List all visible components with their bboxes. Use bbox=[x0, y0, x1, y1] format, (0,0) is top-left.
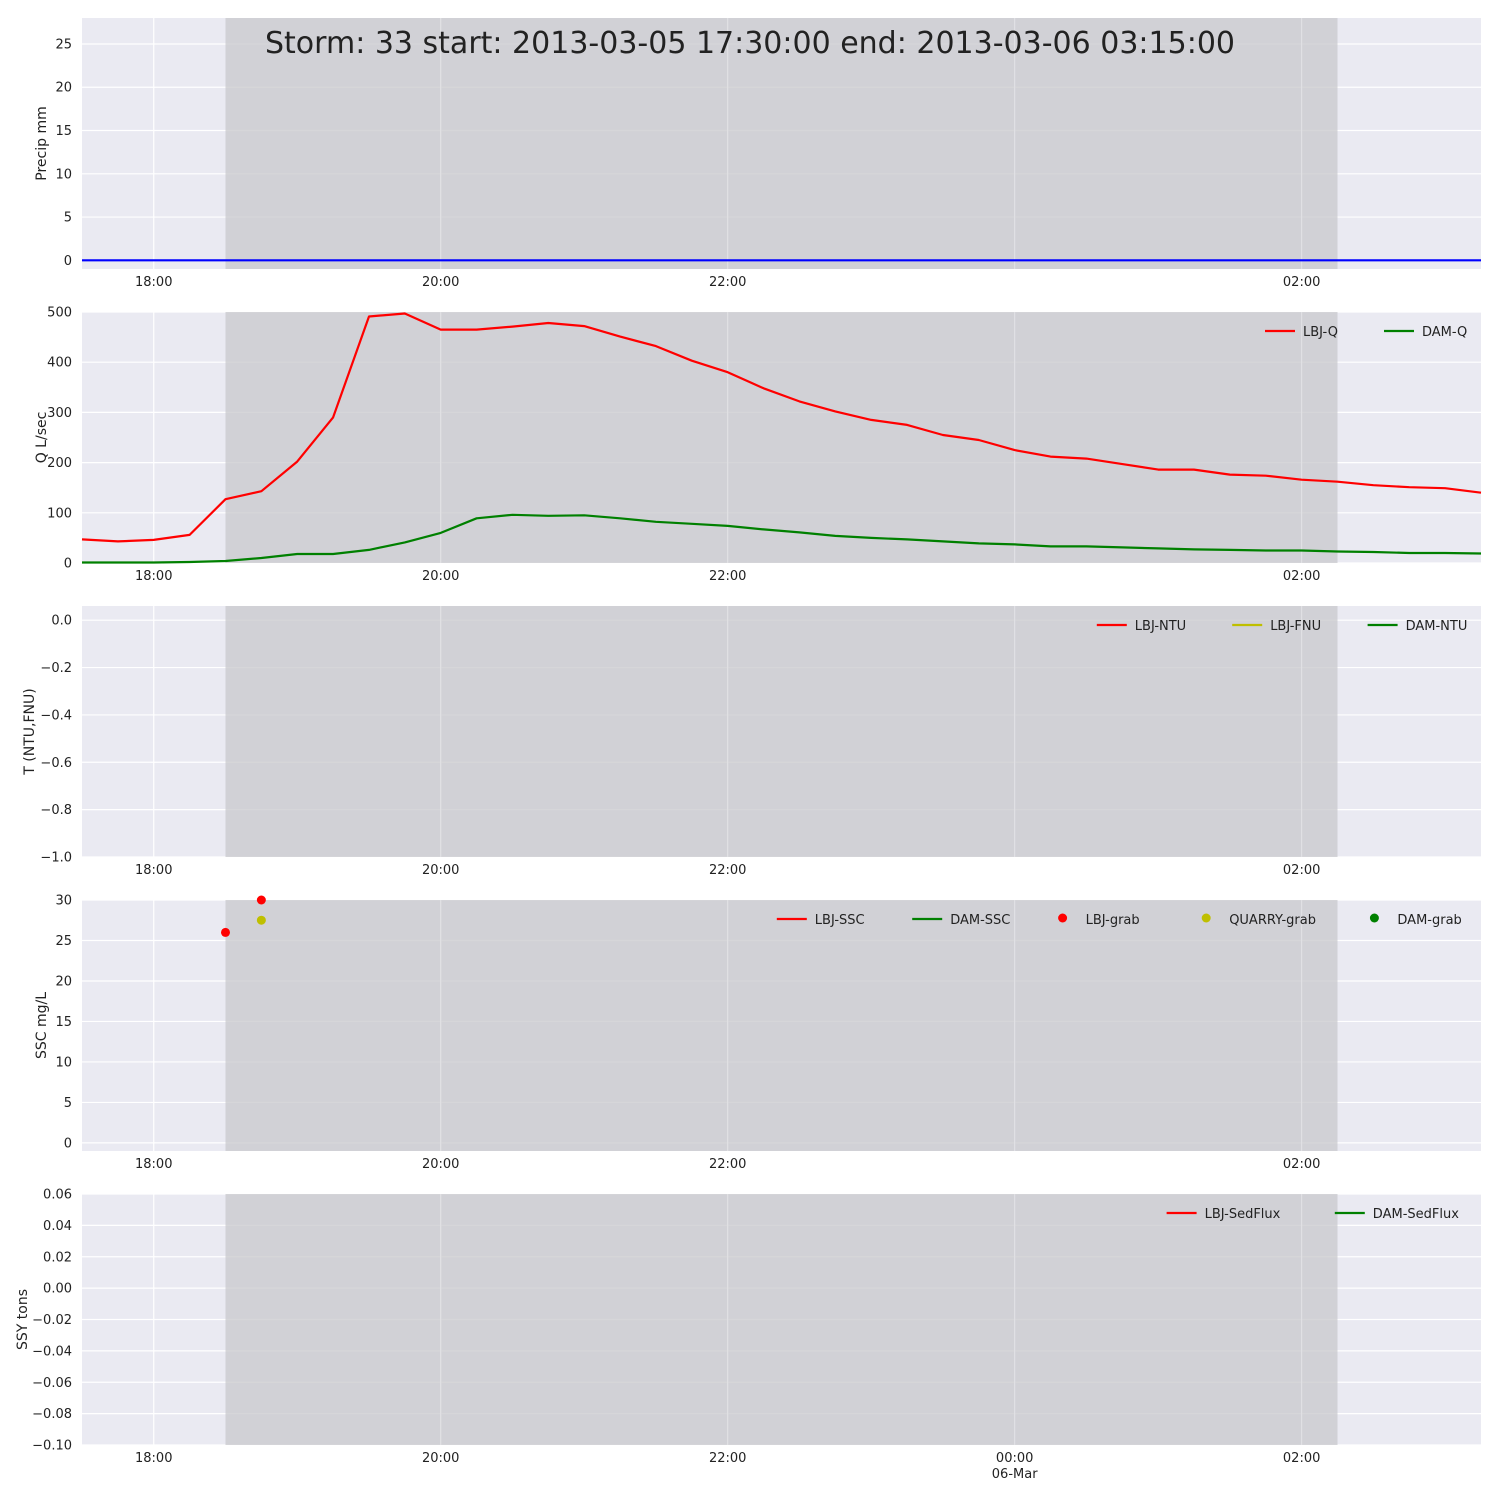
data-point-QUARRY-grab bbox=[256, 915, 266, 925]
y-tick-label: 0.0 bbox=[51, 614, 72, 629]
y-tick-label: −0.10 bbox=[32, 1439, 72, 1454]
legend-label: DAM-SSC bbox=[950, 913, 1010, 928]
x-tick-label: 18:00 bbox=[135, 863, 172, 878]
storm-window-shade bbox=[225, 606, 1338, 857]
y-tick-label: 25 bbox=[55, 934, 72, 949]
x-tick-label: 18:00 bbox=[135, 1157, 172, 1172]
panel-1: 0 5 10 15 20 25 18:00 20:00 22:00 02:00 Precip mm bbox=[34, 18, 1481, 290]
y-tick-label: −0.8 bbox=[40, 803, 72, 818]
panel-2: 0 100 200 300 400 500 18:00 20:00 22:00 02:00 Q L/… bbox=[34, 306, 1482, 584]
y-tick-label: 25 bbox=[55, 37, 72, 52]
legend: LBJ-SSC DAM-SSC LBJ-grab QUARRY-grab DAM-gra… bbox=[776, 913, 1462, 928]
y-tick-label: 0.04 bbox=[43, 1219, 72, 1234]
y-tick-label: 400 bbox=[47, 356, 72, 371]
y-tick-label: −0.06 bbox=[32, 1376, 72, 1391]
x-tick-label: 18:00 bbox=[135, 275, 172, 290]
legend-label: LBJ-SSC bbox=[815, 913, 865, 928]
y-tick-label: 20 bbox=[55, 974, 72, 989]
legend-label: DAM-grab bbox=[1397, 913, 1461, 928]
data-point-LBJ-grab bbox=[256, 895, 266, 905]
y-axis-label: Q L/sec bbox=[34, 412, 50, 464]
legend-label: DAM-Q bbox=[1422, 325, 1467, 340]
x-tick-label: 02:00 bbox=[1283, 1157, 1320, 1172]
y-tick-label: 0 bbox=[64, 557, 72, 572]
x-tick-label: 02:00 bbox=[1283, 569, 1320, 584]
legend-marker bbox=[1058, 913, 1068, 923]
y-tick-label: −0.4 bbox=[40, 708, 72, 723]
x-tick-label: 20:00 bbox=[422, 1157, 459, 1172]
legend: LBJ-NTU LBJ-FNU DAM-NTU bbox=[1096, 619, 1468, 634]
legend-label: DAM-SedFlux bbox=[1373, 1207, 1459, 1222]
y-tick-label: 0 bbox=[64, 254, 72, 269]
y-tick-label: 200 bbox=[47, 456, 72, 471]
y-tick-label: 100 bbox=[47, 506, 72, 521]
y-tick-label: −0.6 bbox=[40, 756, 72, 771]
y-tick-label: −0.02 bbox=[32, 1313, 72, 1328]
y-tick-label: 10 bbox=[55, 167, 72, 182]
panel-3: −1.0 −0.8 −0.6 −0.4 −0.2 0.0 18:00 20:00 22:00 02… bbox=[22, 606, 1481, 878]
y-tick-label: 0.00 bbox=[43, 1282, 72, 1297]
storm-window-shade bbox=[225, 18, 1338, 269]
x-tick-label: 18:00 bbox=[135, 1451, 172, 1466]
y-tick-label: −0.04 bbox=[32, 1344, 72, 1359]
legend: LBJ-SedFlux DAM-SedFlux bbox=[1166, 1207, 1459, 1222]
legend-marker bbox=[1201, 913, 1211, 923]
x-tick-label: 02:00 bbox=[1283, 1451, 1320, 1466]
x-tick-label: 22:00 bbox=[709, 1157, 746, 1172]
legend-label: LBJ-Q bbox=[1303, 325, 1338, 340]
x-tick-label: 20:00 bbox=[422, 863, 459, 878]
x-tick-label: 20:00 bbox=[422, 275, 459, 290]
y-tick-label: 5 bbox=[64, 1096, 72, 1111]
legend-label: LBJ-FNU bbox=[1270, 619, 1321, 634]
y-axis-label: T (NTU,FNU) bbox=[22, 688, 38, 775]
panel-5: −0.10 −0.08 −0.06 −0.04 −0.02 0.00 0.02 0.04 0.0… bbox=[15, 1188, 1481, 1482]
y-tick-label: 20 bbox=[55, 81, 72, 96]
legend: LBJ-Q DAM-Q bbox=[1265, 325, 1467, 340]
y-tick-label: 15 bbox=[55, 1015, 72, 1030]
y-tick-label: 10 bbox=[55, 1055, 72, 1070]
x-tick-label: 22:00 bbox=[709, 863, 746, 878]
y-tick-label: 15 bbox=[55, 124, 72, 139]
y-tick-label: 0 bbox=[64, 1136, 72, 1151]
y-tick-label: −1.0 bbox=[40, 851, 72, 866]
panel-4: 0 5 10 15 20 25 30 18:00 20:00 22:00 02:00 SSC mg/L… bbox=[34, 894, 1481, 1172]
legend-label: LBJ-grab bbox=[1086, 913, 1140, 928]
x-tick-sublabel: 06-Mar bbox=[992, 1467, 1038, 1482]
y-tick-label: 0.02 bbox=[43, 1250, 72, 1265]
x-tick-label: 00:00 bbox=[996, 1451, 1033, 1466]
legend-label: QUARRY-grab bbox=[1229, 913, 1316, 928]
y-axis-label: SSY tons bbox=[15, 1289, 31, 1350]
figure-title: Storm: 33 start: 2013-03-05 17:30:00 end… bbox=[265, 26, 1235, 61]
storm-window-shade bbox=[225, 1194, 1338, 1445]
legend-label: LBJ-SedFlux bbox=[1205, 1207, 1281, 1222]
x-tick-label: 22:00 bbox=[709, 569, 746, 584]
storm-window-shade bbox=[225, 900, 1338, 1151]
x-tick-label: 20:00 bbox=[422, 569, 459, 584]
y-tick-label: −0.08 bbox=[32, 1407, 72, 1422]
storm-window-shade bbox=[225, 312, 1338, 563]
x-tick-label: 18:00 bbox=[135, 569, 172, 584]
y-tick-label: 500 bbox=[47, 306, 72, 321]
y-tick-label: 0.06 bbox=[43, 1188, 72, 1203]
legend-label: LBJ-NTU bbox=[1135, 619, 1186, 634]
y-axis-label: Precip mm bbox=[34, 106, 50, 180]
y-axis-label: SSC mg/L bbox=[34, 992, 50, 1059]
y-tick-label: 300 bbox=[47, 406, 72, 421]
legend-label: DAM-NTU bbox=[1406, 619, 1468, 634]
x-tick-label: 22:00 bbox=[709, 1451, 746, 1466]
legend-marker bbox=[1369, 913, 1379, 923]
x-tick-label: 20:00 bbox=[422, 1451, 459, 1466]
series-line-DAM-Q bbox=[82, 513, 1482, 564]
series-line-LBJ-Q bbox=[81, 312, 1482, 543]
x-tick-label: 02:00 bbox=[1283, 275, 1320, 290]
y-tick-label: 30 bbox=[55, 894, 72, 909]
y-tick-label: −0.2 bbox=[40, 661, 72, 676]
x-tick-label: 02:00 bbox=[1283, 863, 1320, 878]
y-tick-label: 5 bbox=[64, 211, 72, 226]
x-tick-label: 22:00 bbox=[709, 275, 746, 290]
data-point-LBJ-grab bbox=[220, 927, 230, 937]
